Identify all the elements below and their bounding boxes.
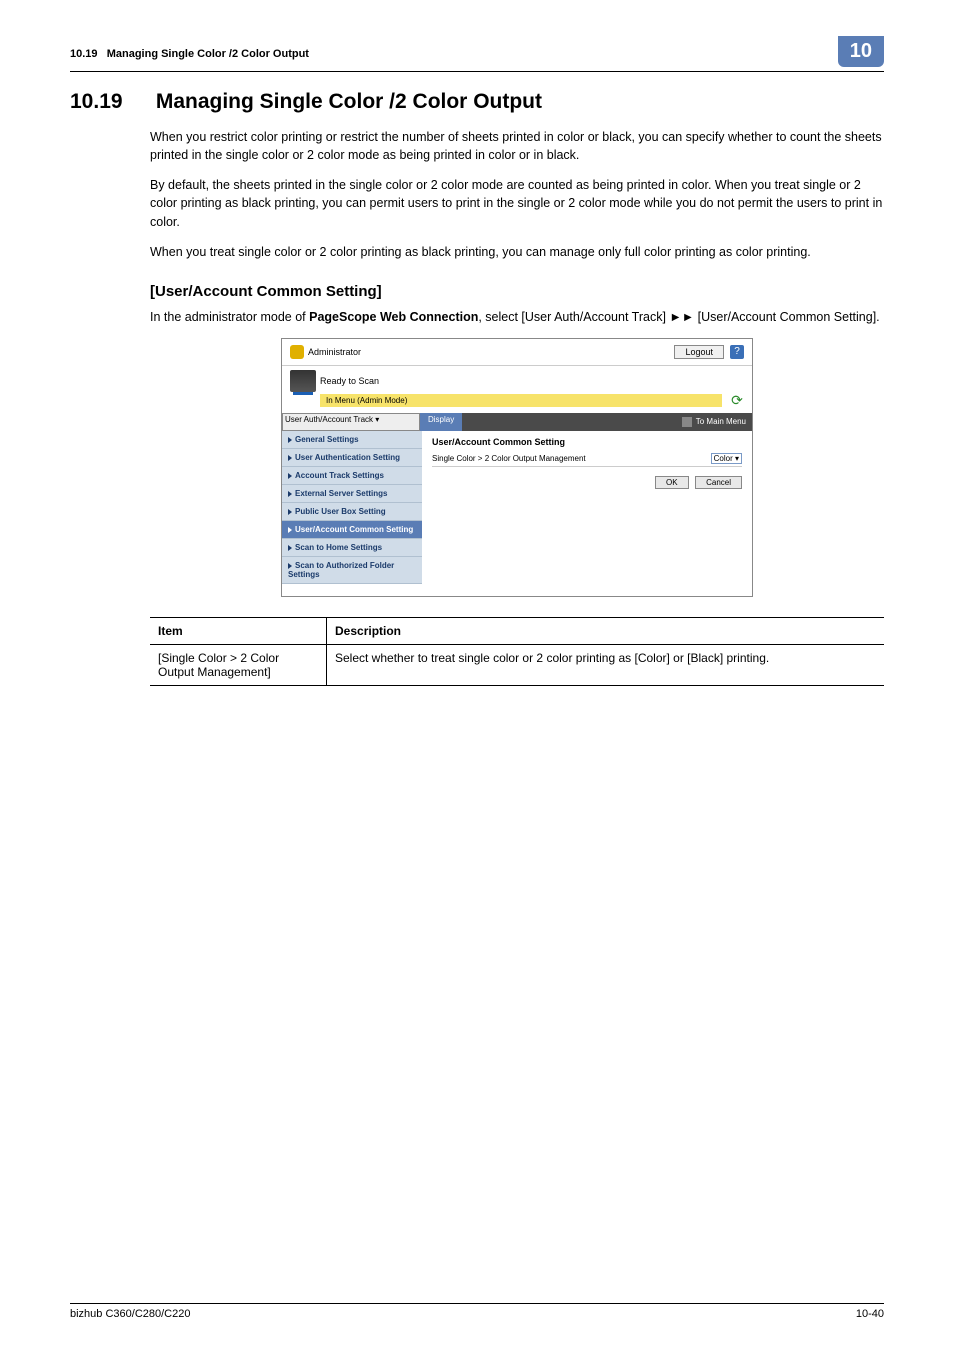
- section-title: 10.19 Managing Single Color /2 Color Out…: [70, 90, 884, 114]
- refresh-icon[interactable]: ⟳: [730, 392, 744, 406]
- sidebar-item-userauth[interactable]: User Authentication Setting: [282, 449, 422, 467]
- footer-model: bizhub C360/C280/C220: [70, 1308, 190, 1320]
- table-row: [Single Color > 2 Color Output Managemen…: [150, 644, 884, 685]
- setting-label: Single Color > 2 Color Output Management: [432, 454, 711, 463]
- table-cell-item: [Single Color > 2 Color Output Managemen…: [150, 644, 327, 685]
- subsection-title: [User/Account Common Setting]: [150, 283, 884, 300]
- mode-banner: In Menu (Admin Mode): [320, 394, 722, 407]
- chapter-badge: 10: [838, 36, 884, 67]
- section-dropdown[interactable]: User Auth/Account Track ▾: [282, 413, 420, 431]
- sidebar-item-publicbox[interactable]: Public User Box Setting: [282, 503, 422, 521]
- description-table: Item Description [Single Color > 2 Color…: [150, 617, 884, 686]
- table-header-desc: Description: [327, 617, 885, 644]
- intro-b: PageScope Web Connection: [309, 310, 478, 324]
- ss-main-panel: User/Account Common Setting Single Color…: [422, 431, 752, 584]
- screenshot-container: Administrator Logout ? Ready to Scan In …: [150, 338, 884, 597]
- sidebar-label: Scan to Home Settings: [295, 543, 382, 552]
- subsection-intro: In the administrator mode of PageScope W…: [150, 308, 884, 326]
- main-panel-title: User/Account Common Setting: [432, 437, 742, 447]
- cancel-button[interactable]: Cancel: [695, 476, 742, 489]
- sidebar-label: User Authentication Setting: [295, 453, 400, 462]
- setting-select[interactable]: Color ▾: [711, 453, 742, 464]
- admin-label: Administrator: [308, 347, 361, 357]
- sidebar-label: General Settings: [295, 435, 359, 444]
- logout-button[interactable]: Logout: [674, 345, 724, 359]
- paragraph-3: When you treat single color or 2 color p…: [150, 243, 884, 261]
- sidebar-item-scanauth[interactable]: Scan to Authorized Folder Settings: [282, 557, 422, 584]
- sidebar-label: External Server Settings: [295, 489, 387, 498]
- help-icon[interactable]: ?: [730, 345, 744, 359]
- paragraph-2: By default, the sheets printed in the si…: [150, 176, 884, 230]
- sidebar-label: User/Account Common Setting: [295, 525, 413, 534]
- button-row: OK Cancel: [432, 477, 742, 487]
- admin-icon: [290, 345, 304, 359]
- table-header-item: Item: [150, 617, 327, 644]
- printer-icon: [290, 370, 316, 392]
- section-text: Managing Single Color /2 Color Output: [156, 90, 542, 113]
- header-section-ref: 10.19 Managing Single Color /2 Color Out…: [70, 48, 838, 60]
- table-cell-desc: Select whether to treat single color or …: [327, 644, 885, 685]
- sidebar-label: Account Track Settings: [295, 471, 384, 480]
- ss-sidebar: General Settings User Authentication Set…: [282, 431, 422, 584]
- section-number: 10.19: [70, 90, 150, 114]
- main-menu-button[interactable]: To Main Menu: [676, 413, 752, 431]
- sidebar-label: Scan to Authorized Folder Settings: [288, 561, 394, 579]
- sidebar-item-accounttrack[interactable]: Account Track Settings: [282, 467, 422, 485]
- intro-a: In the administrator mode of: [150, 310, 309, 324]
- ss-body: General Settings User Authentication Set…: [282, 431, 752, 584]
- body-text: When you restrict color printing or rest…: [150, 128, 884, 261]
- ss-nav-bar: User Auth/Account Track ▾ Display To Mai…: [282, 413, 752, 431]
- sidebar-label: Public User Box Setting: [295, 507, 386, 516]
- sidebar-item-common[interactable]: User/Account Common Setting: [282, 521, 422, 539]
- page-header: 10.19 Managing Single Color /2 Color Out…: [70, 40, 884, 72]
- setting-row: Single Color > 2 Color Output Management…: [432, 451, 742, 467]
- header-name: Managing Single Color /2 Color Output: [107, 48, 309, 60]
- footer-page: 10-40: [856, 1308, 884, 1320]
- sidebar-item-scanhome[interactable]: Scan to Home Settings: [282, 539, 422, 557]
- header-num: 10.19: [70, 48, 98, 60]
- ready-label: Ready to Scan: [320, 376, 379, 386]
- main-menu-icon: [682, 417, 692, 427]
- page-footer: bizhub C360/C280/C220 10-40: [70, 1303, 884, 1320]
- nav-spacer: [462, 413, 676, 431]
- ss-status-row: Ready to Scan: [282, 366, 752, 392]
- web-screenshot: Administrator Logout ? Ready to Scan In …: [281, 338, 753, 597]
- sidebar-item-external[interactable]: External Server Settings: [282, 485, 422, 503]
- paragraph-1: When you restrict color printing or rest…: [150, 128, 884, 164]
- ok-button[interactable]: OK: [655, 476, 689, 489]
- intro-c: , select [User Auth/Account Track] ►► [U…: [478, 310, 879, 324]
- display-button[interactable]: Display: [420, 413, 462, 431]
- main-menu-label: To Main Menu: [696, 417, 746, 426]
- ss-top-bar: Administrator Logout ?: [282, 339, 752, 366]
- sidebar-item-general[interactable]: General Settings: [282, 431, 422, 449]
- ss-status-row2: In Menu (Admin Mode) ⟳: [282, 392, 752, 413]
